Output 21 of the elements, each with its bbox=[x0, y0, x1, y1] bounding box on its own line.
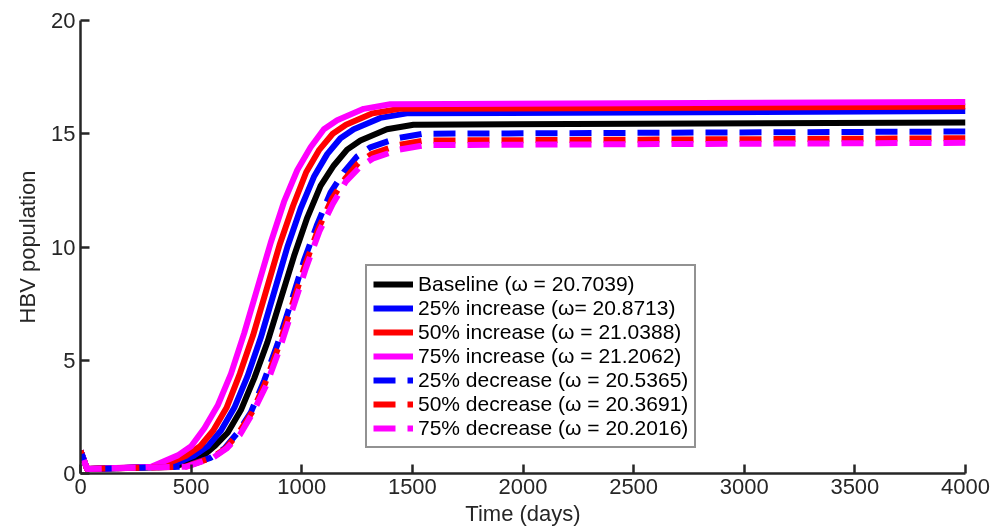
y-tick-label: 5 bbox=[63, 347, 76, 373]
x-tick-label: 4000 bbox=[941, 473, 990, 499]
x-tick-label: 1000 bbox=[277, 473, 327, 499]
legend-label: 25% increase (ω= 20.8713) bbox=[418, 296, 676, 320]
legend-label: 75% decrease (ω = 20.2016) bbox=[418, 416, 689, 440]
legend-label: 50% increase (ω = 21.0388) bbox=[418, 320, 682, 344]
legend-label: 75% increase (ω = 21.2062) bbox=[418, 344, 682, 368]
x-tick-label: 2000 bbox=[498, 473, 548, 499]
legend-label: 50% decrease (ω = 20.3691) bbox=[418, 392, 689, 416]
legend-label: Baseline (ω = 20.7039) bbox=[418, 272, 635, 296]
legend-label: 25% decrease (ω = 20.5365) bbox=[418, 368, 689, 392]
x-tick-label: 3000 bbox=[719, 473, 769, 499]
x-tick-label: 3500 bbox=[830, 473, 880, 499]
y-axis-title: HBV population bbox=[15, 170, 41, 324]
x-tick-label: 1500 bbox=[387, 473, 437, 499]
x-tick-label: 2500 bbox=[609, 473, 659, 499]
y-tick-label: 20 bbox=[51, 8, 76, 33]
y-tick-label: 15 bbox=[51, 121, 76, 147]
x-tick-label: 500 bbox=[172, 473, 210, 499]
y-tick-label: 10 bbox=[51, 234, 76, 260]
x-axis-title: Time (days) bbox=[465, 500, 581, 526]
